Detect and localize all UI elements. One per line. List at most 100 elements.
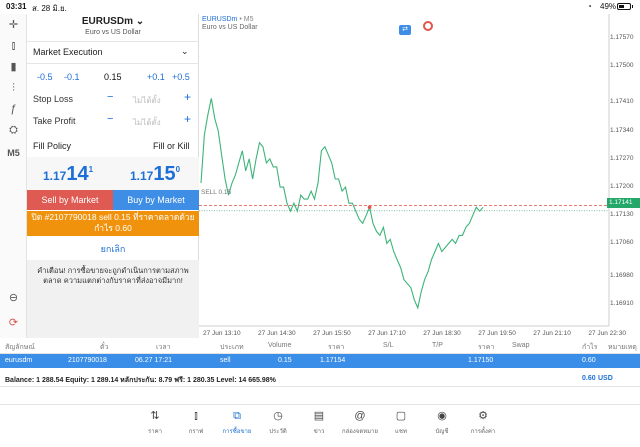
bid-price: 1.17141 — [43, 163, 94, 185]
take-profit-label: Take Profit — [33, 116, 76, 126]
close-position-button[interactable]: ปิด #2107790018 sell 0.15 ที่ราคาตลาดด้ว… — [27, 211, 199, 236]
signal-icon[interactable] — [423, 21, 434, 31]
ask-price: 1.17150 — [130, 163, 181, 185]
balance-summary: Balance: 1 288.54 Equity: 1 289.14 หลักป… — [5, 377, 276, 384]
function-icon[interactable]: ƒ — [10, 103, 17, 115]
bottom-tab-bar: ⇅ ราคา ⫾ กราฟ ⧉ การซื้อขาย ◷ ประวัติ ▤ ข่าว @… — [0, 404, 640, 447]
col-current-price[interactable]: ราคา — [478, 344, 495, 351]
one-click-trade-icon[interactable]: ⇄ — [399, 25, 411, 35]
tab-accounts[interactable]: ◉ บัญชี — [422, 409, 462, 436]
execution-warning: คำเตือน! การซื้อขายจะถูกดำเนินการตามสภาพ… — [27, 260, 199, 338]
trade-icon: ⧉ — [233, 410, 241, 422]
history-icon: ◷ — [273, 410, 283, 422]
timeframe-button[interactable]: M5 — [7, 148, 20, 158]
tab-settings[interactable]: ⚙ การตั้งค่า — [463, 409, 503, 436]
status-time: 03:31 — [6, 2, 27, 11]
y-tick-label: 1.17200 — [610, 183, 634, 191]
sync-icon[interactable]: ⟳ — [8, 317, 19, 329]
position-row[interactable]: eurusdm 2107790018 06.27 17:21 sell 0.15… — [0, 354, 640, 368]
crosshair-icon[interactable]: ✛ — [8, 19, 19, 31]
bars-icon[interactable]: ▮ — [10, 61, 17, 73]
take-profit-minus-button[interactable]: − — [107, 113, 114, 125]
indicators-icon[interactable]: ⫶ — [12, 82, 15, 94]
zoom-icon[interactable]: ⊖ — [8, 292, 19, 304]
x-tick-label: 27 Jun 14:30 — [258, 330, 296, 337]
buy-by-market-button[interactable]: Buy by Market — [113, 190, 199, 210]
volume-plus-0-1-button[interactable]: +0.1 — [147, 72, 165, 82]
execution-type-select[interactable]: Market Execution ⌄ — [27, 41, 199, 63]
tab-chart[interactable]: ⫾ กราฟ — [176, 409, 216, 436]
tab-chat[interactable]: ▢ แชท — [381, 409, 421, 436]
positions-header: สัญลักษณ์ ตั๋ว เวลา ประเภท Volume ราคา S… — [0, 338, 640, 354]
y-tick-label: 1.17270 — [610, 154, 634, 162]
col-time[interactable]: เวลา — [156, 344, 171, 351]
col-symbol[interactable]: สัญลักษณ์ — [5, 344, 35, 351]
col-profit[interactable]: กำไร — [582, 344, 598, 351]
y-tick-label: 1.17060 — [610, 239, 634, 247]
battery-percent: 49% — [600, 2, 617, 11]
tab-quotes[interactable]: ⇅ ราคา — [135, 409, 175, 436]
status-date: ส. 28 มิ.ย. — [32, 4, 67, 13]
take-profit-input[interactable]: ไม่ได้ตั้ง — [133, 118, 161, 127]
news-icon: ▤ — [313, 410, 325, 422]
tab-mailbox[interactable]: @ กล่องจดหมาย — [341, 410, 379, 435]
gear-icon: ⚙ — [478, 410, 488, 422]
x-tick-label: 27 Jun 13:10 — [203, 330, 241, 337]
volume-row: -0.5 -0.1 0.15 +0.1 +0.5 — [27, 70, 199, 86]
y-tick-label: 1.17340 — [610, 126, 634, 134]
mailbox-icon: @ — [354, 410, 366, 422]
y-tick-label: 1.17410 — [610, 98, 634, 106]
position-ticket: 2107790018 — [68, 357, 107, 364]
volume-plus-0-5-button[interactable]: +0.5 — [172, 72, 190, 82]
price-line-series — [200, 98, 484, 310]
status-bar: 03:31 ส. 28 มิ.ย. ◔ 49% — [0, 0, 640, 14]
price-chart[interactable]: EURUSDm • M5 Euro vs US Dollar ⇄ 1.17570… — [199, 14, 640, 338]
tab-history[interactable]: ◷ ประวัติ — [258, 409, 298, 436]
x-tick-label: 27 Jun 21:10 — [533, 330, 571, 337]
take-profit-plus-button[interactable]: + — [184, 112, 192, 126]
x-tick-label: 27 Jun 19:50 — [478, 330, 516, 337]
col-comment[interactable]: หมายเหตุ — [608, 344, 637, 351]
y-tick-label: 1.17500 — [610, 62, 634, 70]
col-volume[interactable]: Volume — [268, 342, 292, 349]
chart-symbol-description: Euro vs US Dollar — [202, 24, 258, 31]
volume-input[interactable]: 0.15 — [104, 72, 122, 82]
col-type[interactable]: ประเภท — [220, 344, 244, 351]
position-open-price: 1.17154 — [320, 357, 346, 364]
accounts-icon: ◉ — [437, 410, 447, 422]
symbol-selector[interactable]: EURUSDm ⌄ — [27, 16, 199, 27]
col-tp[interactable]: T/P — [432, 342, 443, 349]
cancel-button[interactable]: ยกเลิก — [100, 244, 126, 254]
position-profit: 0.60 — [582, 357, 596, 364]
col-price[interactable]: ราคา — [328, 344, 345, 351]
left-toolbar: ✛ ⫾ ▮ ⫶ ƒ ⛭ M5 ⊖ ⟳ — [0, 14, 27, 338]
account-currency: USD — [598, 375, 613, 382]
candles-icon[interactable]: ⫾ — [11, 40, 16, 52]
symbol-description: Euro vs US Dollar — [85, 29, 141, 36]
stop-loss-input[interactable]: ไม่ได้ตั้ง — [133, 96, 161, 105]
symbol-name: EURUSDm — [81, 16, 133, 27]
tab-news[interactable]: ▤ ข่าว — [299, 409, 339, 436]
fill-policy-label: Fill Policy — [33, 141, 72, 151]
volume-minus-0-1-button[interactable]: -0.1 — [64, 72, 80, 82]
sell-by-market-button[interactable]: Sell by Market — [27, 190, 113, 210]
close-position-line1: ปิด #2107790018 sell 0.15 ที่ราคาตลาดด้ว… — [31, 212, 195, 222]
stop-loss-minus-button[interactable]: − — [107, 91, 114, 103]
col-swap[interactable]: Swap — [512, 342, 530, 349]
chart-symbol: EURUSDm • M5 — [202, 16, 254, 23]
divider — [27, 41, 199, 42]
volume-minus-0-5-button[interactable]: -0.5 — [37, 72, 53, 82]
tab-trade[interactable]: ⧉ การซื้อขาย — [217, 409, 257, 436]
sell-line-label: SELL 0.15 — [201, 189, 232, 196]
col-sl[interactable]: S/L — [383, 342, 394, 349]
x-tick-label: 27 Jun 17:10 — [368, 330, 406, 337]
wifi-icon: ◔ — [587, 2, 592, 11]
bid-price-tag: 1.17141 — [607, 198, 640, 208]
take-profit-row: Take Profit − ไม่ได้ตั้ง + — [27, 112, 199, 132]
col-ticket[interactable]: ตั๋ว — [100, 344, 109, 351]
objects-icon[interactable]: ⛭ — [9, 124, 18, 136]
stop-loss-plus-button[interactable]: + — [184, 90, 192, 104]
position-current-price: 1.17150 — [468, 357, 494, 364]
fill-policy-row[interactable]: Fill Policy Fill or Kill — [27, 137, 199, 157]
chart-icon: ⫾ — [194, 410, 198, 422]
